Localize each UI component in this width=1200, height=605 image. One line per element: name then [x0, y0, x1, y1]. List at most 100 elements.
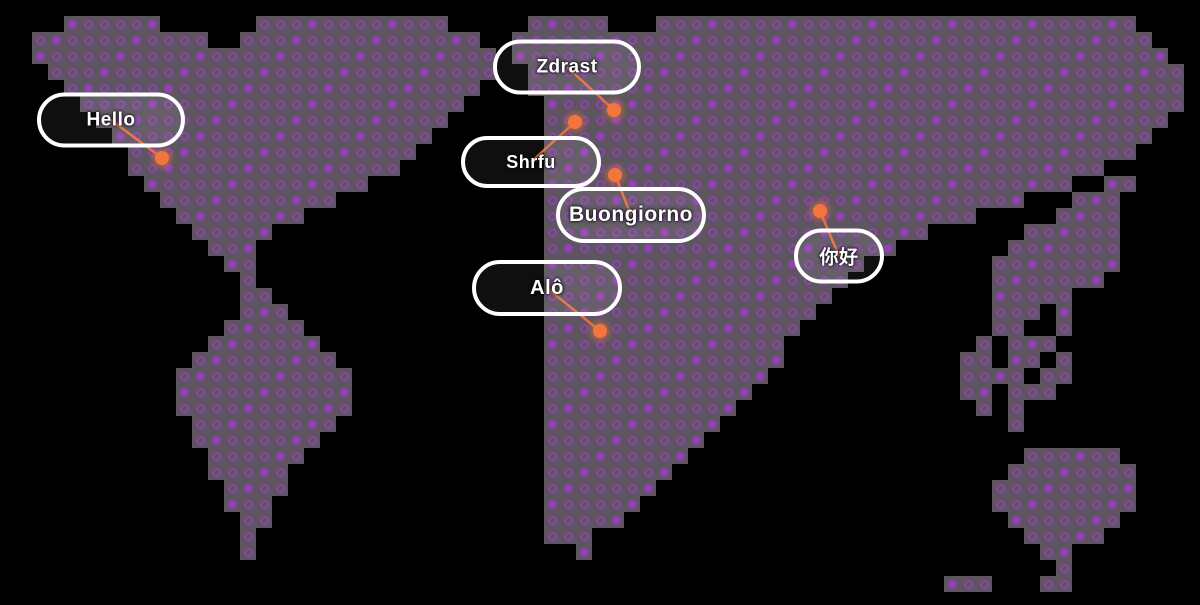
marker-north-america-icon[interactable] [155, 151, 169, 165]
map-dot [947, 147, 957, 157]
map-dot [707, 195, 717, 205]
map-dot [899, 227, 909, 237]
map-dot [275, 147, 285, 157]
map-dot [227, 355, 237, 365]
map-dot [179, 371, 189, 381]
map-dot [275, 371, 285, 381]
map-dot [995, 99, 1005, 109]
marker-eastern-europe-icon[interactable] [568, 115, 582, 129]
label-pill-buongiorno[interactable]: Buongiorno [556, 187, 706, 243]
map-dot [755, 323, 765, 333]
label-pill-nihao[interactable]: 你好 [794, 228, 884, 284]
map-dot [739, 211, 749, 221]
map-dot [275, 67, 285, 77]
map-dot [435, 83, 445, 93]
map-dot [627, 131, 637, 141]
map-dot [723, 131, 733, 141]
map-dot [899, 115, 909, 125]
map-dot [723, 179, 733, 189]
map-dot [179, 131, 189, 141]
map-dot [595, 243, 605, 253]
map-dot [259, 227, 269, 237]
map-dot [995, 195, 1005, 205]
marker-mediterranean-icon[interactable] [608, 168, 622, 182]
map-dot [1027, 531, 1037, 541]
map-dot [1059, 67, 1069, 77]
map-dot [147, 19, 157, 29]
map-dot [947, 163, 957, 173]
map-dot [211, 227, 221, 237]
map-dot [419, 115, 429, 125]
map-dot [675, 35, 685, 45]
map-dot [835, 211, 845, 221]
map-dot [963, 51, 973, 61]
map-dot [323, 163, 333, 173]
map-dot [195, 115, 205, 125]
map-dot [163, 83, 173, 93]
map-dot [851, 51, 861, 61]
map-dot [883, 83, 893, 93]
map-dot [675, 339, 685, 349]
map-dot [387, 51, 397, 61]
map-dot [339, 115, 349, 125]
map-dot [1139, 131, 1149, 141]
map-dot [915, 99, 925, 109]
map-dot [467, 35, 477, 45]
map-dot [323, 419, 333, 429]
map-dot [1139, 83, 1149, 93]
map-dot [675, 291, 685, 301]
marker-east-asia-icon[interactable] [813, 204, 827, 218]
map-dot [595, 451, 605, 461]
map-dot [899, 67, 909, 77]
map-dot [979, 51, 989, 61]
map-dot [867, 179, 877, 189]
map-dot [1059, 147, 1069, 157]
marker-northern-europe-icon[interactable] [607, 103, 621, 117]
map-dot [547, 403, 557, 413]
map-dot [1091, 451, 1101, 461]
map-dot [1011, 483, 1021, 493]
map-dot [995, 323, 1005, 333]
map-dot [419, 131, 429, 141]
map-dot [595, 99, 605, 109]
map-dot [659, 243, 669, 253]
label-pill-hello[interactable]: Hello [37, 92, 185, 148]
marker-west-africa-icon[interactable] [593, 324, 607, 338]
map-dot [755, 339, 765, 349]
map-dot [659, 259, 669, 269]
label-pill-zdrast[interactable]: Zdrast [493, 39, 641, 95]
map-dot [979, 339, 989, 349]
map-dot [259, 371, 269, 381]
map-dot [563, 243, 573, 253]
map-dot [595, 339, 605, 349]
map-dot [1011, 19, 1021, 29]
label-pill-alo[interactable]: Alô [472, 260, 622, 316]
map-dot [739, 83, 749, 93]
map-dot [259, 163, 269, 173]
map-dot [835, 35, 845, 45]
map-dot [323, 147, 333, 157]
map-dot [883, 227, 893, 237]
map-dot [211, 83, 221, 93]
map-dot [323, 371, 333, 381]
map-dot [243, 67, 253, 77]
map-dot [899, 19, 909, 29]
map-dot [531, 19, 541, 29]
map-dot [771, 179, 781, 189]
map-dot [563, 323, 573, 333]
label-pill-shrfu[interactable]: Shrfu [461, 136, 601, 188]
map-dot [227, 67, 237, 77]
map-dot [211, 371, 221, 381]
map-dot [147, 51, 157, 61]
map-dot [291, 83, 301, 93]
map-dot [211, 195, 221, 205]
map-dot [291, 339, 301, 349]
map-dot [1123, 67, 1133, 77]
map-dot [1059, 307, 1069, 317]
map-dot [723, 403, 733, 413]
map-dot [227, 387, 237, 397]
map-dot [755, 179, 765, 189]
map-dot [643, 35, 653, 45]
map-dot [787, 195, 797, 205]
map-dot [1075, 99, 1085, 109]
